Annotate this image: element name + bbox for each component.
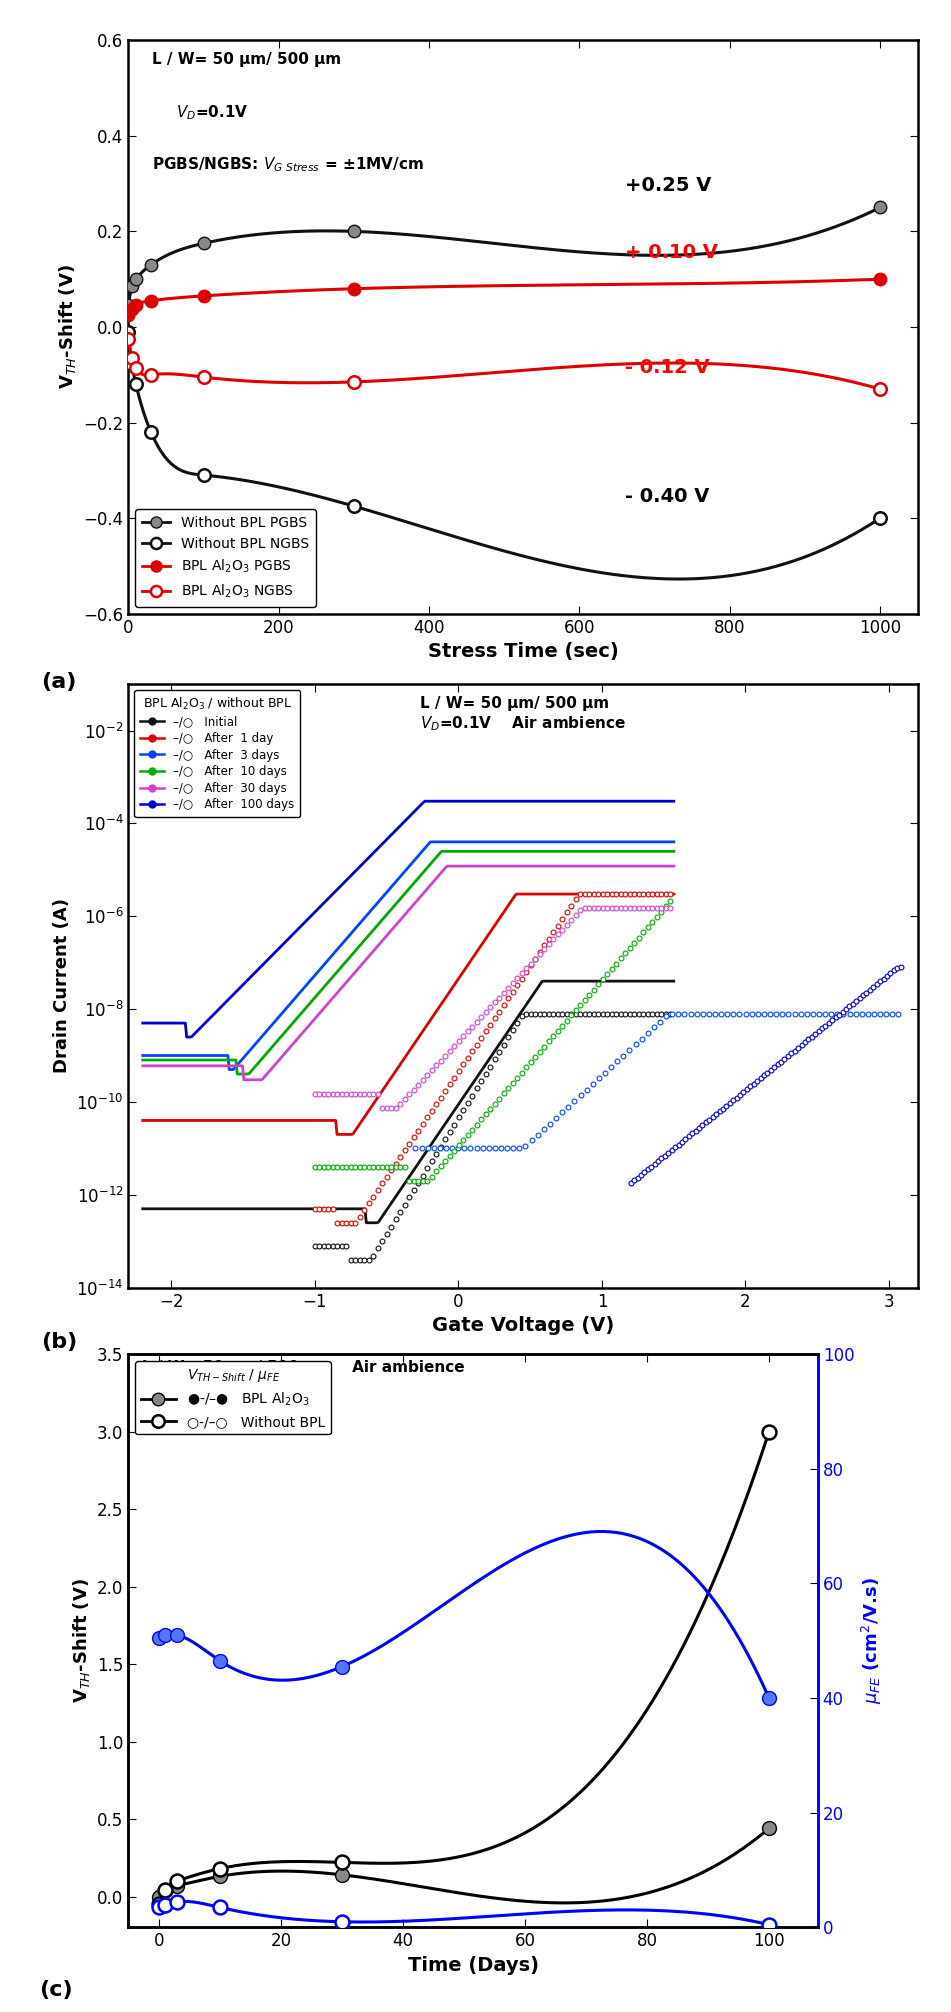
Text: L / W= 50 μm/ 500 μm
$V_D$=0.1V    Air ambience: L / W= 50 μm/ 500 μm $V_D$=0.1V Air ambi… [420,696,627,732]
X-axis label: Stress Time (sec): Stress Time (sec) [428,642,618,662]
Legend: –/○   Initial, –/○   After  1 day, –/○   After  3 days, –/○   After  10 days, –/: –/○ Initial, –/○ After 1 day, –/○ After … [134,690,301,817]
Y-axis label: $\mu_{FE}$ (cm$^2$/V.s): $\mu_{FE}$ (cm$^2$/V.s) [860,1577,884,1704]
X-axis label: Time (Days): Time (Days) [408,1956,538,1976]
Text: - 0.40 V: - 0.40 V [625,487,708,507]
Legend: Without BPL PGBS, Without BPL NGBS, BPL Al$_2$O$_3$ PGBS, BPL Al$_2$O$_3$ NGBS: Without BPL PGBS, Without BPL NGBS, BPL … [135,509,317,608]
Text: L / W= 50 μm/ 500 μm    Air ambience: L / W= 50 μm/ 500 μm Air ambience [143,1360,465,1374]
Text: (a): (a) [42,672,77,692]
Text: - 0.12 V: - 0.12 V [625,358,709,376]
Text: $V_D$=0.1V: $V_D$=0.1V [176,103,248,123]
Y-axis label: Drain Current (A): Drain Current (A) [53,899,70,1072]
Text: + 0.10 V: + 0.10 V [625,243,717,262]
X-axis label: Gate Voltage (V): Gate Voltage (V) [432,1316,614,1336]
Y-axis label: V$_{TH}$-Shift (V): V$_{TH}$-Shift (V) [57,264,78,390]
Text: +0.25 V: +0.25 V [625,177,711,195]
Legend: $V_{TH-Shift}$ / $\mu_{FE}$, ●-/–●   BPL Al$_2$O$_3$, ○-/–○   Without BPL: $V_{TH-Shift}$ / $\mu_{FE}$, ●-/–● BPL A… [135,1360,331,1435]
Text: (b): (b) [42,1332,78,1352]
Text: (c): (c) [39,1980,72,2000]
Text: L / W= 50 μm/ 500 μm: L / W= 50 μm/ 500 μm [152,52,341,66]
Y-axis label: V$_{TH}$-Shift (V): V$_{TH}$-Shift (V) [70,1577,91,1704]
Text: PGBS/NGBS: $V_{G\ Stress}$ = ±1MV/cm: PGBS/NGBS: $V_{G\ Stress}$ = ±1MV/cm [152,155,424,173]
